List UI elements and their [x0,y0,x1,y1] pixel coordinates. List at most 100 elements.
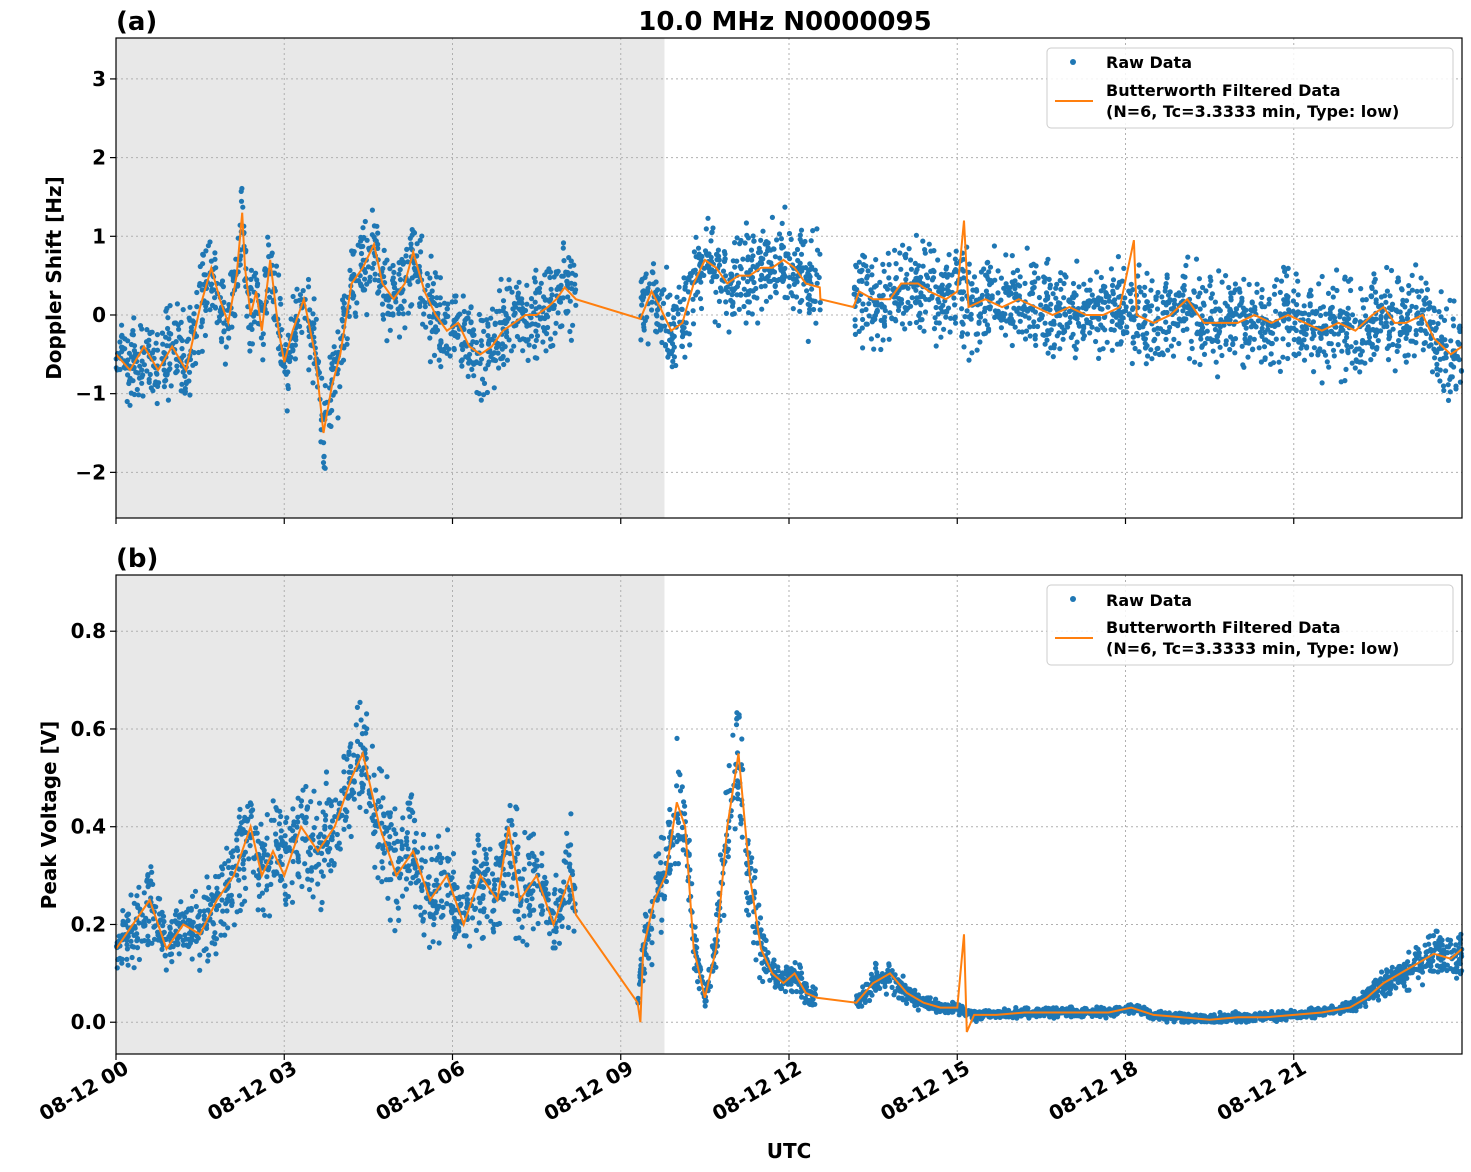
raw-point [465,315,471,321]
raw-point [507,802,513,809]
raw-point [134,938,140,944]
raw-point [310,894,316,900]
raw-point [340,318,346,324]
raw-point [354,300,360,306]
raw-point [1305,317,1311,323]
raw-point [1067,297,1073,303]
raw-point [984,260,990,266]
raw-point [183,379,189,385]
raw-point [649,962,655,968]
raw-point [1134,330,1140,337]
raw-point [1208,295,1214,301]
raw-point [182,389,188,395]
raw-point [675,311,681,317]
raw-point [959,330,966,336]
raw-point [725,854,731,860]
raw-point [886,275,892,281]
raw-point [1019,329,1025,335]
raw-point [248,813,254,820]
raw-point [456,896,462,902]
raw-point [411,839,418,845]
raw-point [446,856,452,862]
raw-point [162,953,168,959]
raw-point [427,359,433,365]
raw-point [140,372,146,378]
raw-point [353,722,359,728]
raw-point [1357,319,1363,325]
raw-point [316,861,322,867]
raw-point [266,913,273,919]
raw-point [551,891,557,897]
raw-point [300,787,306,793]
raw-point [717,852,724,858]
raw-point [1135,273,1141,279]
raw-point [670,842,676,848]
raw-point [782,273,788,280]
raw-point [793,294,800,300]
raw-point [453,293,459,299]
raw-point [507,851,513,857]
raw-point [509,822,515,828]
raw-point [1225,316,1231,323]
raw-point [180,307,186,313]
raw-point [300,288,306,294]
raw-point [1144,299,1150,305]
raw-point [1136,349,1142,355]
raw-point [404,246,410,252]
raw-point [1354,346,1360,352]
raw-point [410,229,417,235]
raw-point [548,296,554,302]
raw-point [1057,346,1063,352]
raw-point [804,288,810,294]
raw-point [1396,343,1402,349]
raw-point [351,778,357,784]
raw-point [1443,306,1450,312]
raw-point [812,298,818,304]
raw-point [254,283,260,289]
raw-point [302,819,308,825]
raw-point [991,243,998,249]
raw-point [459,357,465,363]
raw-point [659,291,665,297]
raw-point [1167,324,1173,330]
raw-point [542,272,548,278]
raw-point [865,268,871,274]
raw-point [396,260,402,266]
raw-point [1448,361,1454,368]
raw-point [473,359,479,365]
raw-point [529,303,535,309]
raw-point [1447,389,1453,395]
raw-point [555,897,561,903]
raw-point [930,275,937,281]
raw-point [1366,331,1372,337]
raw-point [572,272,579,278]
raw-point [799,297,805,304]
raw-point [1167,289,1173,295]
raw-point [156,936,162,943]
raw-point [292,356,298,362]
raw-point [565,272,571,278]
raw-point [434,844,440,850]
raw-point [1112,297,1118,303]
raw-point [385,297,391,303]
raw-point [1395,308,1401,315]
raw-point [542,874,548,881]
raw-point [476,391,482,397]
raw-point [759,306,765,312]
raw-point [1031,284,1037,290]
raw-point [1447,297,1453,303]
raw-point [1227,346,1233,353]
raw-point [1418,327,1424,333]
raw-point [176,326,182,332]
raw-point [516,279,522,285]
raw-point [295,819,301,825]
raw-point [995,268,1001,274]
raw-point [1326,340,1332,347]
raw-point [335,415,341,421]
raw-point [276,821,282,827]
raw-point [536,304,542,310]
raw-point [160,913,167,919]
raw-point [896,995,902,1001]
raw-point [228,850,234,856]
raw-point [201,947,207,954]
